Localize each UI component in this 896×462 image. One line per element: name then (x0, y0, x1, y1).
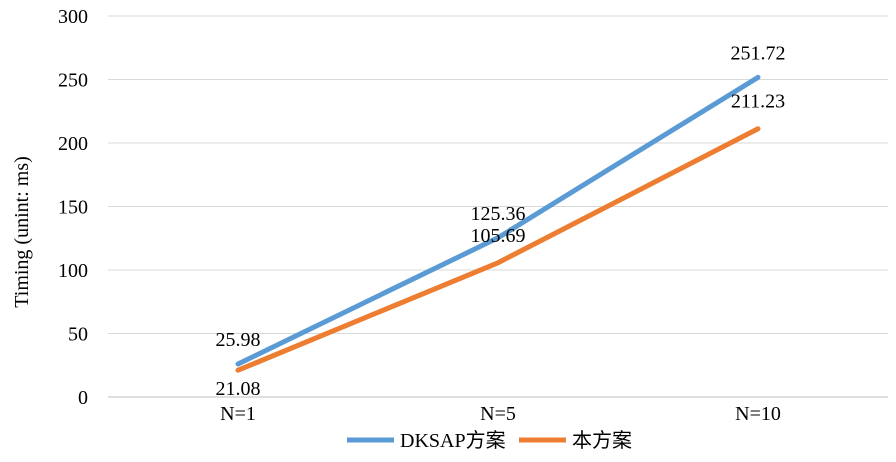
data-labels: 25.98 125.36 251.72 21.08 105.69 211.23 (216, 42, 786, 400)
x-tick-label: N=10 (735, 403, 781, 425)
data-label: 251.72 (731, 42, 786, 64)
legend-label: 本方案 (572, 429, 632, 452)
y-axis-label: Timing (unint: ms) (11, 156, 33, 308)
data-label: 25.98 (216, 329, 261, 351)
series-line-0 (235, 74, 761, 367)
y-tick-label: 100 (58, 260, 88, 282)
y-tick-label: 250 (58, 70, 88, 92)
x-axis-ticks: N=1 N=5 N=10 (220, 403, 781, 425)
x-tick-label: N=5 (480, 403, 516, 425)
y-tick-label: 150 (58, 197, 88, 219)
series-lines (235, 74, 761, 373)
gridlines (108, 15, 888, 398)
legend: DKSAP方案 本方案 (347, 429, 632, 452)
y-axis-ticks: 0 50 100 150 200 250 300 (58, 6, 88, 409)
series-line-1 (235, 126, 761, 373)
data-label: 125.36 (471, 203, 526, 225)
legend-label: DKSAP方案 (400, 429, 506, 452)
data-label: 105.69 (471, 225, 526, 247)
y-tick-label: 0 (78, 387, 88, 409)
y-tick-label: 200 (58, 133, 88, 155)
y-tick-label: 300 (58, 6, 88, 28)
y-tick-label: 50 (68, 324, 88, 346)
data-label: 21.08 (216, 378, 261, 400)
x-tick-label: N=1 (220, 403, 256, 425)
data-label: 211.23 (731, 91, 785, 113)
